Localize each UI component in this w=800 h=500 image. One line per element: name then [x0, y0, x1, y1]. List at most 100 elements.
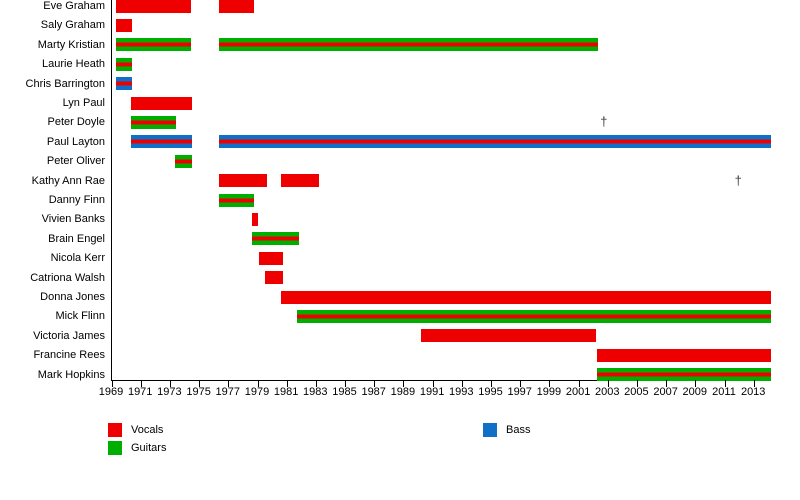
x-axis-tick [578, 380, 580, 387]
x-axis-tick-label: 2005 [624, 386, 649, 398]
member-label: Francine Rees [33, 349, 105, 362]
x-axis-tick-label: 2011 [712, 386, 736, 398]
deceased-marker: † [600, 114, 608, 130]
timeline-bar [116, 57, 133, 71]
x-axis-tick-label: 1989 [390, 386, 416, 398]
member-label: Donna Jones [40, 291, 105, 303]
member-label: Nicola Kerr [50, 252, 105, 265]
x-axis-tick [199, 380, 201, 387]
timeline-bar [116, 38, 191, 52]
x-axis-tick-label: 1999 [536, 386, 562, 398]
x-axis-tick [491, 380, 492, 387]
x-axis-tick-label: 1973 [157, 386, 182, 398]
timeline-bar [131, 96, 193, 110]
timeline-bar [218, 38, 598, 52]
x-axis-tick [607, 380, 609, 387]
member-label: Catriona Walsh [30, 271, 105, 284]
timeline-bar [596, 368, 771, 382]
timeline-bar [252, 232, 299, 246]
timeline-bar [421, 329, 597, 343]
timeline-bar [116, 18, 133, 32]
x-axis-tick-label: 1977 [215, 386, 241, 398]
timeline-bar [596, 348, 771, 362]
x-axis-tick-label: 2007 [653, 386, 678, 398]
timeline-bar [218, 0, 254, 13]
x-axis-tick-label: 1985 [332, 386, 357, 398]
x-axis-tick-label: 1969 [98, 386, 124, 398]
legend-label-bass: Bass [506, 423, 531, 436]
member-label: Victoria James [33, 329, 105, 342]
member-label: Kathy Ann Rae [31, 174, 105, 187]
deceased-marker: † [734, 172, 742, 188]
x-axis-tick-label: 1981 [273, 386, 299, 398]
member-label: Paul Layton [46, 135, 105, 148]
x-axis-tick [374, 380, 376, 387]
x-axis-tick [636, 380, 638, 387]
x-axis-tick [461, 380, 463, 387]
x-axis-tick [403, 380, 405, 387]
timeline-bar [265, 271, 283, 285]
legend-label-guitars: Guitars [131, 441, 167, 454]
x-axis-tick [753, 380, 755, 387]
x-axis-tick-label: 1987 [361, 386, 386, 398]
timeline-bar [116, 0, 191, 13]
member-label: Peter Doyle [47, 116, 105, 129]
x-axis-tick-label: 1991 [419, 386, 445, 398]
x-axis-tick-label: 2013 [740, 386, 766, 398]
member-label: Vivien Banks [41, 213, 105, 226]
x-axis-tick-label: 2003 [595, 386, 620, 398]
x-axis-tick [724, 380, 726, 387]
member-label: Mark Hopkins [37, 368, 105, 381]
x-axis-tick [549, 380, 551, 387]
timeline-bar [174, 154, 193, 168]
timeline-bar [116, 77, 133, 91]
timeline-bar [218, 174, 267, 188]
legend-swatch-guitars [108, 440, 122, 455]
x-axis-tick [140, 380, 142, 387]
member-label: Marty Kristian [37, 38, 105, 51]
member-label: Saly Graham [40, 19, 105, 32]
x-axis-tick [286, 380, 288, 387]
x-axis-tick [228, 380, 230, 387]
legend-entry-bass: Bass [483, 422, 530, 437]
timeline-bar [218, 135, 771, 149]
member-label: Eve Graham [43, 0, 105, 12]
x-axis-tick [345, 380, 346, 387]
member-label: Laurie Heath [42, 58, 105, 71]
plot-area: † † [111, 0, 771, 387]
timeline-bar [297, 309, 771, 323]
x-axis-tick-label: 1979 [244, 386, 270, 398]
x-axis-tick-label: 1975 [186, 386, 211, 398]
member-labels-column: Eve Graham Saly Graham Marty Kristian Lauri… [0, 0, 105, 385]
x-axis-tick [111, 380, 113, 387]
x-axis-tick [315, 380, 317, 387]
member-label: Peter Oliver [46, 155, 105, 168]
timeline-bar [259, 251, 283, 265]
x-axis-tick-label: 1983 [303, 386, 328, 398]
timeline-bar [218, 193, 254, 207]
legend-label-vocals: Vocals [131, 423, 164, 436]
member-label: Chris Barrington [25, 77, 105, 90]
member-label: Mick Flinn [55, 310, 105, 323]
timeline-bar [131, 135, 193, 149]
member-label: Danny Finn [48, 194, 105, 206]
x-axis-tick [666, 380, 668, 387]
member-label: Lyn Paul [62, 97, 105, 109]
timeline-bar [281, 174, 320, 188]
x-axis-tick-label: 1993 [449, 386, 474, 398]
x-axis-tick-label: 1997 [507, 386, 532, 398]
x-axis-tick [695, 380, 697, 387]
x-axis-tick-label: 2001 [565, 386, 591, 398]
legend-swatch-bass [483, 422, 497, 437]
timeline-bar [252, 212, 258, 226]
x-axis-tick [432, 380, 434, 387]
x-axis-tick-label: 1995 [478, 386, 503, 398]
timeline-bar [281, 290, 771, 304]
timeline-bar [131, 115, 177, 129]
legend-swatch-vocals [108, 422, 122, 437]
legend-entry-vocals: Vocals [108, 422, 163, 437]
x-axis-tick-label: 1971 [127, 386, 153, 398]
x-axis-tick [257, 380, 259, 387]
x-axis-labels: 1969 1971 1973 1975 1977 1979 1981 1983 1985 1987… [99, 386, 770, 402]
x-axis-tick-label: 2009 [682, 386, 708, 398]
